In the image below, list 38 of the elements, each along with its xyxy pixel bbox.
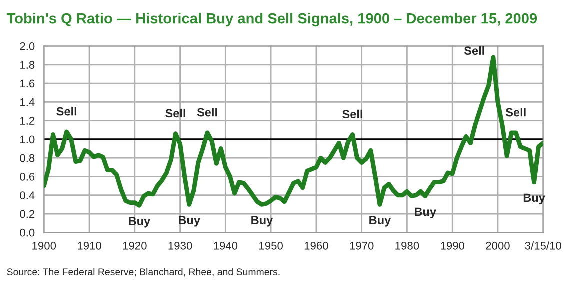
x-tick-label: 1940 <box>214 242 238 250</box>
y-tick-label: 2.0 <box>20 42 35 50</box>
y-tick-label: 1.0 <box>20 136 35 144</box>
annotation: Buy <box>252 216 274 227</box>
x-tick-label: 3/15/10 <box>525 242 562 250</box>
line-series <box>44 55 544 208</box>
annotation: Sell <box>342 110 362 119</box>
x-tick-label: 1900 <box>32 242 56 250</box>
annotation: Buy <box>415 208 436 218</box>
y-tick-label: 1.4 <box>20 98 35 106</box>
y-tick-label: 0.0 <box>20 228 35 237</box>
x-tick-label: 1910 <box>78 242 102 250</box>
annotation: Sell <box>506 108 526 117</box>
annotation: Sell <box>56 107 77 116</box>
annotation: Buy <box>179 216 200 227</box>
y-tick-label: 0.2 <box>20 210 35 218</box>
annotation: Buy <box>370 216 392 227</box>
x-tick-label: 1980 <box>396 242 420 250</box>
annotation: Sell <box>464 46 484 56</box>
annotation: Sell <box>166 108 186 118</box>
annotation: Sell <box>197 108 218 117</box>
chart-title: Tobin's Q Ratio — Historical Buy and Sell Signals, 1900 – December 15, 2009 <box>6 13 538 27</box>
x-tick-label: 1960 <box>304 242 328 250</box>
source-note: Source: The Federal Reserve; Blanchard, Rhee, and Summers. <box>7 268 280 277</box>
x-tick-label: 2000 <box>486 242 510 250</box>
x-tick-label: 1950 <box>260 242 283 250</box>
annotation: Buy <box>129 217 151 228</box>
annotation: Buy <box>524 194 546 204</box>
x-tick-label: 1990 <box>441 242 465 250</box>
y-tick-label: 1.2 <box>20 117 35 125</box>
y-tick-label: 0.8 <box>20 154 35 162</box>
x-tick-label: 1920 <box>123 242 147 250</box>
y-tick-label: 0.6 <box>20 172 35 181</box>
x-tick-label: 1930 <box>168 242 192 250</box>
y-tick-label: 0.4 <box>20 192 35 200</box>
y-tick-label: 1.8 <box>20 61 35 70</box>
y-tick-label: 1.6 <box>20 80 35 88</box>
x-tick-label: 1970 <box>350 242 374 250</box>
